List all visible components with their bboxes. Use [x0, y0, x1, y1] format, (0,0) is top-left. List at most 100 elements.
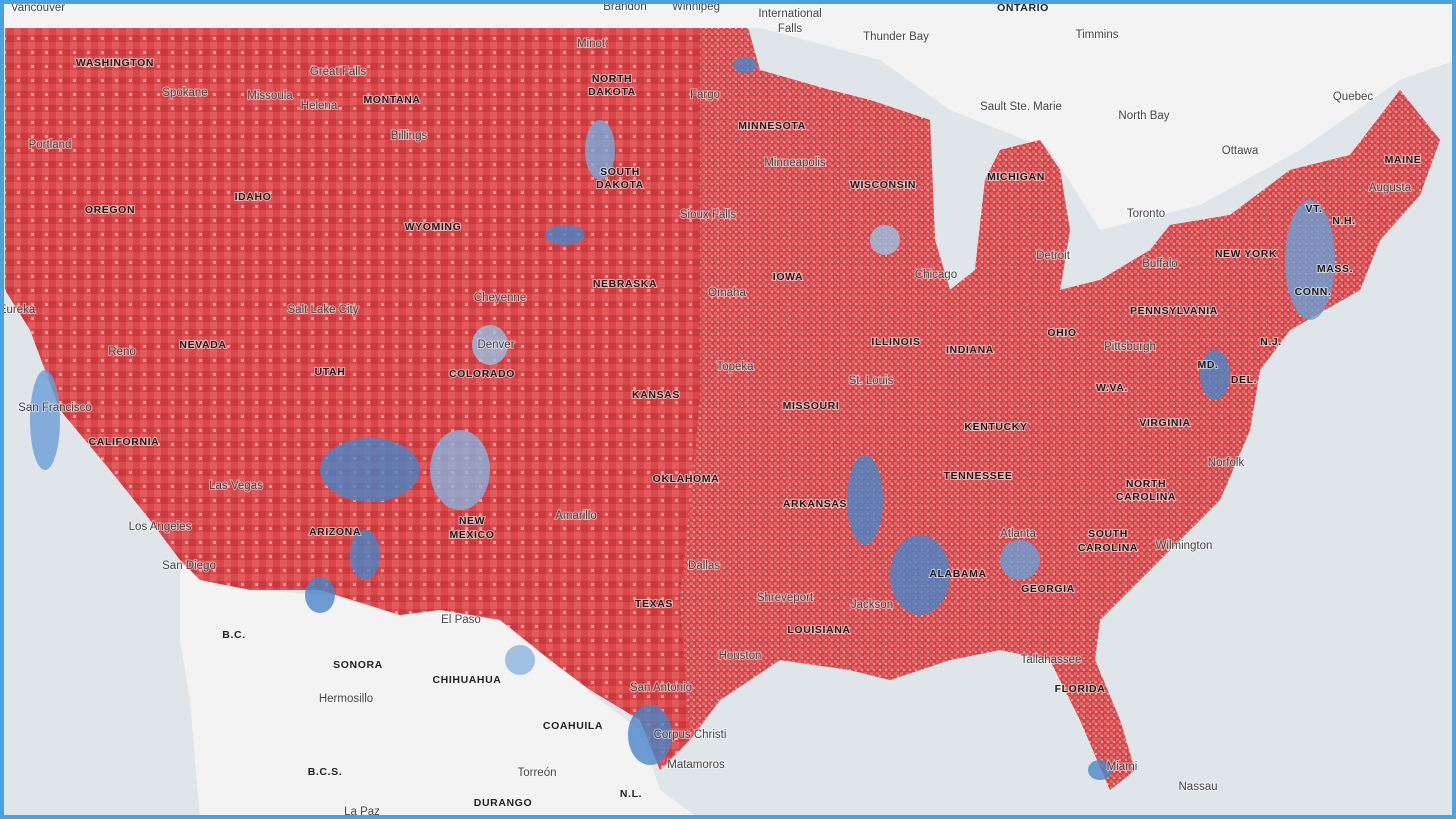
city-label: Toronto	[1127, 208, 1165, 220]
state-label: DAKOTA	[596, 179, 644, 191]
state-label: TENNESSEE	[944, 470, 1013, 482]
state-label: MICHIGAN	[987, 171, 1045, 183]
state-label: ALABAMA	[929, 568, 986, 580]
city-label: Chicago	[915, 269, 957, 281]
city-label: Corpus Christi	[654, 729, 727, 741]
state-label: OHIO	[1047, 327, 1076, 339]
region-label: COAHUILA	[543, 720, 603, 732]
state-label: NEBRASKA	[593, 278, 657, 290]
state-label: OKLAHOMA	[653, 473, 720, 485]
state-label: MD.	[1197, 359, 1218, 371]
state-label: WASHINGTON	[76, 57, 154, 69]
city-label: Amarillo	[555, 510, 597, 522]
city-label: Eureka	[0, 304, 36, 316]
state-label: NORTH	[592, 73, 632, 85]
city-label: Matamoros	[667, 759, 725, 771]
region-label: N.L.	[620, 788, 642, 800]
city-label: Sault Ste. Marie	[980, 101, 1062, 113]
state-label: VT.	[1306, 203, 1323, 215]
state-label: WISCONSIN	[850, 179, 916, 191]
us-counties-east	[680, 28, 1440, 790]
city-label: Pittsburgh	[1104, 341, 1156, 353]
city-label: Sioux Falls	[680, 209, 736, 221]
state-label: ARIZONA	[309, 526, 361, 538]
state-label: MASS.	[1317, 263, 1353, 275]
city-label: Falls	[778, 23, 803, 35]
state-label: LOUISIANA	[787, 624, 850, 636]
city-label: Fargo	[690, 89, 720, 101]
city-label: Atlanta	[1000, 528, 1036, 540]
state-label: MONTANA	[363, 94, 420, 106]
state-label: DAKOTA	[588, 86, 636, 98]
city-label: Ottawa	[1222, 145, 1259, 157]
state-label: CALIFORNIA	[89, 436, 160, 448]
state-label: WYOMING	[405, 221, 462, 233]
city-label: San Diego	[162, 560, 216, 572]
city-label: Helena	[301, 100, 338, 112]
city-label: Quebec	[1333, 91, 1374, 103]
city-label: Great Falls	[310, 66, 366, 78]
state-label: KENTUCKY	[964, 421, 1027, 433]
city-label: Salt Lake City	[288, 304, 359, 316]
state-label: CAROLINA	[1078, 542, 1138, 554]
state-label: VIRGINIA	[1139, 417, 1190, 429]
city-label: Wilmington	[1156, 540, 1213, 552]
city-label: Houston	[719, 650, 762, 662]
city-label: Missoula	[247, 90, 293, 102]
state-label: MEXICO	[449, 529, 494, 541]
state-label: SOUTH	[600, 166, 640, 178]
city-label: International	[758, 8, 821, 20]
city-label: Shreveport	[757, 592, 814, 604]
state-label: GEORGIA	[1021, 583, 1075, 595]
city-label: Miami	[1107, 761, 1138, 773]
city-label: Las Vegas	[209, 480, 263, 492]
city-label: Reno	[108, 346, 136, 358]
state-label: INDIANA	[946, 344, 994, 356]
state-label: OREGON	[85, 204, 135, 216]
state-label: COLORADO	[449, 368, 515, 380]
state-label: ILLINOIS	[871, 336, 920, 348]
region-label: B.C.S.	[308, 766, 343, 778]
state-label: CONN.	[1295, 286, 1332, 298]
city-label: Los Angeles	[129, 521, 192, 533]
canada-land	[0, 0, 1456, 230]
state-label: KANSAS	[632, 389, 680, 401]
region-label: CHIHUAHUA	[433, 674, 502, 686]
city-label: Spokane	[162, 87, 207, 99]
state-label: CAROLINA	[1116, 491, 1176, 503]
region-label: ONTARIO	[997, 2, 1049, 14]
city-label: Timmins	[1075, 29, 1118, 41]
state-label: NEW	[459, 515, 485, 527]
city-label: Portland	[29, 139, 72, 151]
state-label: ARKANSAS	[783, 498, 847, 510]
city-label: Thunder Bay	[863, 31, 929, 43]
city-label: San Francisco	[18, 402, 92, 414]
state-label: NORTH	[1126, 478, 1166, 490]
city-label: North Bay	[1118, 110, 1169, 122]
city-label: Nassau	[1179, 781, 1218, 793]
city-label: Minneapolis	[764, 157, 826, 169]
blue-areas	[30, 57, 1335, 780]
city-label: Hermosillo	[319, 693, 373, 705]
city-label: Detroit	[1036, 250, 1071, 262]
city-label: Dallas	[688, 560, 720, 572]
state-label: MISSOURI	[783, 400, 840, 412]
city-label: Omaha	[708, 287, 746, 299]
state-label: MAINE	[1385, 154, 1422, 166]
state-label: MINNESOTA	[738, 120, 806, 132]
state-label: SOUTH	[1088, 528, 1128, 540]
city-label: Billings	[391, 130, 428, 142]
city-label: Vancouver	[11, 2, 65, 14]
city-label: San Antonio	[630, 682, 692, 694]
city-label: Denver	[477, 339, 514, 351]
region-label: B.C.	[222, 629, 245, 641]
city-label: Cheyenne	[474, 292, 526, 304]
state-label: W.VA.	[1096, 382, 1128, 394]
city-label: Augusta	[1369, 182, 1412, 194]
state-label: NEW YORK	[1215, 248, 1277, 260]
city-label: Jackson	[851, 599, 893, 611]
state-label: PENNSYLVANIA	[1130, 305, 1218, 317]
state-label: TEXAS	[635, 598, 673, 610]
